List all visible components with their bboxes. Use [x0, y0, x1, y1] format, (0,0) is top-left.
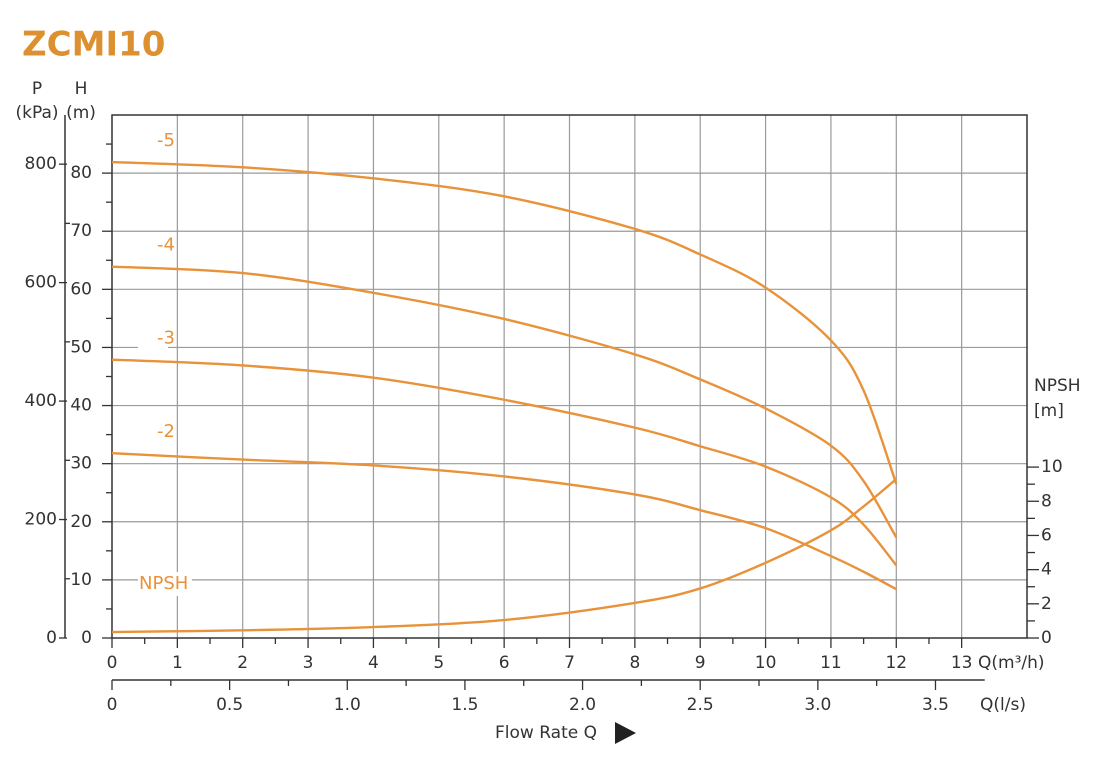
- curve: [111, 358, 898, 567]
- x-tick-label: 0: [107, 653, 118, 673]
- y-tick-label: 0: [81, 628, 92, 648]
- x2-tick-label: 2.0: [569, 695, 596, 715]
- y2-tick-label: 6: [1041, 525, 1052, 545]
- y2-tick-label: 10: [1041, 457, 1063, 477]
- y-tick-label: 10: [70, 570, 92, 590]
- y2-tick-label: 8: [1041, 491, 1052, 511]
- x2-tick-label: 1.0: [334, 695, 361, 715]
- x-tick-label: 3: [303, 653, 314, 673]
- arrow-icon: [615, 722, 636, 744]
- y-tick-label: 40: [70, 396, 92, 416]
- y2-tick-label: 2: [1041, 594, 1052, 614]
- x-tick-label: 2: [237, 653, 248, 673]
- curve-label-bg: [138, 326, 168, 351]
- p-tick-label: 400: [25, 391, 57, 411]
- x-tick-label: 9: [695, 653, 706, 673]
- y-tick-label: 60: [70, 279, 92, 299]
- y2-tick-label: 4: [1041, 560, 1052, 580]
- x-tick-label: 10: [755, 653, 777, 673]
- axis-title: Flow Rate Q: [495, 723, 597, 743]
- x2-tick-label: 2.5: [687, 695, 714, 715]
- npsh-axis-unit: [m]: [1034, 401, 1064, 421]
- curve-label-bg: [138, 572, 192, 597]
- p-axis-unit: (kPa): [15, 103, 58, 123]
- y-tick-label: 50: [70, 337, 92, 357]
- y-tick-label: 30: [70, 454, 92, 474]
- x-axis-label: Q(m³/h): [978, 653, 1045, 673]
- curve: [111, 160, 898, 485]
- x-tick-label: 7: [564, 653, 575, 673]
- p-tick-label: 200: [25, 510, 57, 530]
- p-tick-label: 600: [25, 273, 57, 293]
- y2-tick-label: 0: [1041, 628, 1052, 648]
- x2-tick-label: 3.5: [922, 695, 949, 715]
- x2-tick-label: 0.5: [216, 695, 243, 715]
- x-tick-label: 1: [172, 653, 183, 673]
- x-tick-label: 5: [433, 653, 444, 673]
- p-tick-label: 0: [46, 628, 57, 648]
- h-axis-label: H: [75, 79, 88, 99]
- chart-title: ZCMI10: [22, 25, 165, 65]
- curve-label: -4: [157, 235, 175, 256]
- curve: [111, 478, 898, 634]
- x-tick-label: 8: [629, 653, 640, 673]
- curve: [111, 265, 898, 539]
- x2-axis-label: Q(l/s): [980, 695, 1026, 715]
- p-axis-label: P: [32, 79, 42, 99]
- y-tick-label: 70: [70, 221, 92, 241]
- x-tick-label: 12: [885, 653, 907, 673]
- curve-label: -5: [157, 130, 175, 151]
- x-tick-label: 11: [820, 653, 842, 673]
- curve-label-bg: [138, 420, 168, 445]
- p-tick-label: 800: [25, 154, 57, 174]
- x2-tick-label: 3.0: [804, 695, 831, 715]
- x2-tick-label: 0: [107, 695, 118, 715]
- curve-label: NPSH: [139, 573, 188, 594]
- curve-label-bg: [138, 129, 168, 154]
- h-axis-unit: (m): [66, 103, 96, 123]
- y-tick-label: 20: [70, 512, 92, 532]
- npsh-axis-label: NPSH: [1034, 376, 1081, 396]
- curve: [111, 452, 897, 591]
- x2-tick-label: 1.5: [451, 695, 478, 715]
- y-tick-label: 80: [70, 163, 92, 183]
- x-tick-label: 6: [499, 653, 510, 673]
- x-tick-label: 13: [951, 653, 973, 673]
- x-tick-label: 4: [368, 653, 379, 673]
- curve-label: -3: [157, 328, 175, 349]
- curve-label-bg: [138, 233, 168, 258]
- curve-label: -2: [157, 421, 175, 442]
